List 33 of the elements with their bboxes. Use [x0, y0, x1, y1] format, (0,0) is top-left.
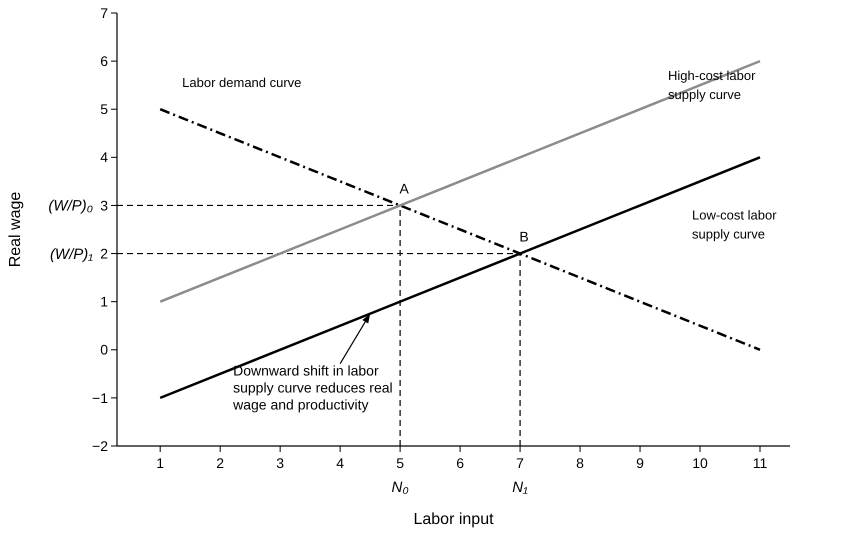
x-tick-label: 1: [156, 455, 164, 471]
x-axis-title: Labor input: [413, 511, 494, 528]
y-tick-label: 5: [100, 101, 108, 118]
x-tick-label: 7: [516, 455, 524, 471]
ref-line-label: (W/P)₁: [50, 246, 94, 263]
y-tick-label: −1: [92, 390, 108, 406]
x-tick-label: 11: [752, 455, 768, 471]
ref-line-label: (W/P)₀: [48, 198, 93, 215]
ref-line-label: N₀: [392, 479, 409, 496]
y-tick-label: 0: [100, 342, 108, 358]
ref-line-label: N₁: [512, 479, 528, 496]
x-tick-label: 10: [692, 455, 708, 471]
y-tick-label: 4: [100, 149, 108, 166]
series-label: High-cost labor supply curve: [668, 68, 756, 102]
y-tick-label: 1: [100, 294, 108, 310]
annotation: B: [519, 228, 529, 245]
y-tick-label: −2: [92, 438, 108, 454]
y-axis-title: Real wage: [7, 192, 24, 268]
y-tick-label: 6: [100, 53, 108, 70]
annotation: A: [399, 180, 410, 196]
x-tick-label: 3: [276, 455, 284, 471]
series-label: Labor demand curve: [182, 75, 302, 90]
x-tick-label: 4: [336, 455, 344, 471]
y-tick-label: 7: [100, 4, 108, 21]
annotation: Downward shift in labor supply curve reduces real wage and productivity: [232, 362, 393, 413]
x-tick-label: 8: [576, 455, 584, 471]
x-tick-label: 6: [456, 455, 464, 471]
y-tick-label: 2: [100, 245, 108, 262]
series-label: Low-cost labor supply curve: [692, 207, 778, 242]
x-tick-label: 9: [636, 455, 644, 471]
x-tick-label: 2: [216, 455, 224, 471]
x-tick-label: 5: [396, 455, 404, 471]
y-tick-label: 3: [100, 197, 108, 214]
